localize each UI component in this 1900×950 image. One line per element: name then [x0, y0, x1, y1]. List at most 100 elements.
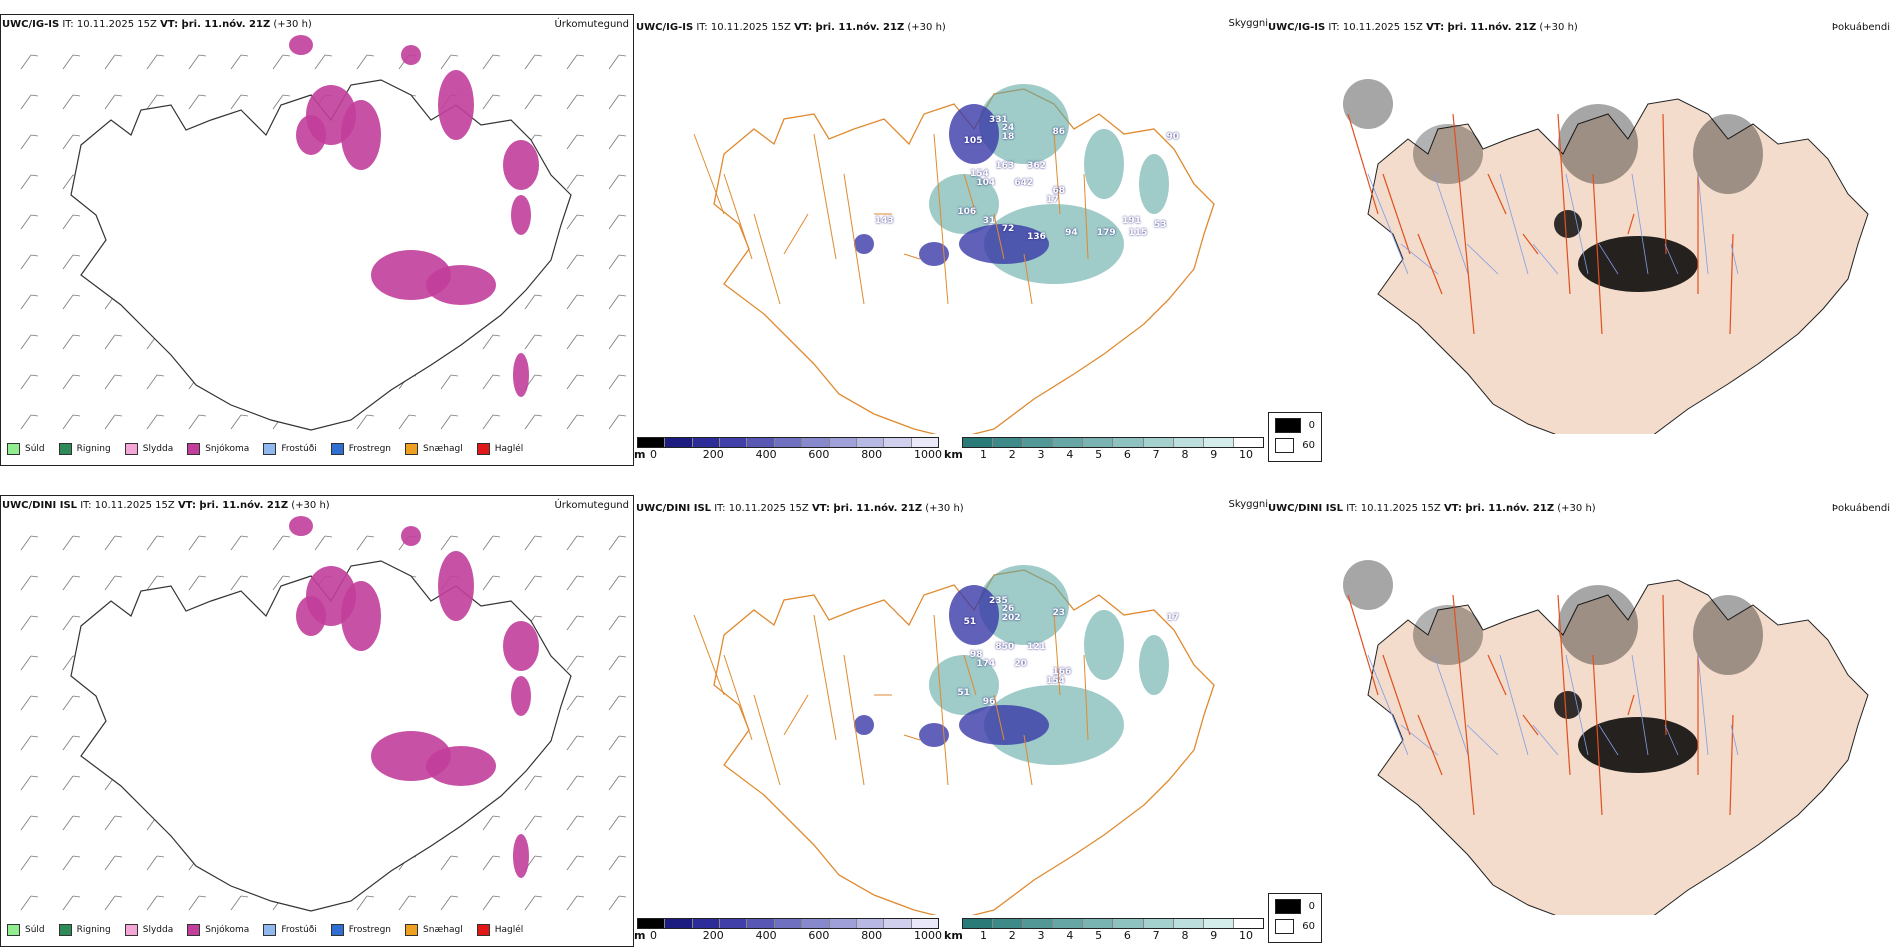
barb-flag — [114, 374, 123, 377]
snow-depth-label: 24 — [1001, 123, 1015, 134]
colorbar-cell — [720, 919, 748, 928]
barb-flag — [492, 374, 501, 377]
barb-flag — [72, 575, 81, 578]
wind-barb-icon — [356, 414, 375, 430]
barb-shaft — [62, 655, 74, 671]
barb-flag — [618, 374, 627, 377]
cloud-legend-swatch — [1275, 919, 1295, 934]
colorbar-cell — [963, 919, 994, 928]
barb-flag — [492, 895, 501, 898]
barb-shaft — [608, 695, 620, 711]
scale-tick-label: 6 — [1123, 448, 1131, 461]
barb-shaft — [566, 174, 578, 190]
barb-shaft — [524, 334, 536, 350]
colorbar-cell — [1143, 438, 1174, 447]
snow-teal-area — [1139, 154, 1169, 214]
river-line — [1598, 724, 1619, 756]
barb-flag — [30, 575, 39, 578]
barb-flag — [72, 214, 81, 217]
barb-flag — [576, 855, 585, 858]
colorbar-cell — [911, 919, 938, 928]
snow-teal-area — [1084, 610, 1124, 680]
snow-panel-row2: UWC/DINI ISL IT: 10.11.2025 15Z VT: þri.… — [634, 495, 1268, 947]
snow-teal-area — [979, 84, 1069, 164]
cloud-legend-swatch — [1275, 438, 1295, 453]
cloud-panel-row1: UWC/IG-IS IT: 10.11.2025 15Z VT: þri. 11… — [1268, 14, 1900, 466]
barb-shaft — [566, 735, 578, 751]
barb-shaft — [482, 575, 494, 591]
barb-shaft — [20, 54, 32, 70]
colorbar-cell — [747, 919, 775, 928]
wind-barb-icon — [482, 414, 501, 430]
panel-header: UWC/IG-IS IT: 10.11.2025 15Z VT: þri. 11… — [1268, 22, 1578, 33]
snow-depth-label: 51 — [957, 688, 970, 699]
colorbar-cell — [993, 438, 1024, 447]
wind-barb-icon — [566, 615, 585, 631]
legend-swatch — [7, 924, 20, 936]
barb-shaft — [62, 695, 74, 711]
wind-barb-icon — [188, 414, 207, 430]
barb-flag — [618, 815, 627, 818]
wind-barb-icon — [440, 54, 459, 70]
colorbar-cell — [774, 919, 803, 928]
road-line — [1023, 734, 1033, 786]
colorbar-cell — [1053, 919, 1084, 928]
barb-flag — [240, 575, 249, 578]
legend-item: Súld — [7, 443, 45, 455]
snow-teal-area — [1084, 129, 1124, 199]
scale-tick-label: 0 — [650, 448, 657, 461]
wind-barb-icon — [482, 815, 501, 831]
wind-barb-icon — [524, 775, 543, 791]
snow-depth-label: 20 — [1014, 658, 1027, 669]
legend-item: Haglél — [476, 924, 523, 936]
barb-flag — [198, 94, 207, 97]
barb-flag — [576, 334, 585, 337]
barb-flag — [198, 535, 207, 538]
fog-area — [1558, 585, 1638, 665]
barb-flag — [114, 535, 123, 538]
scale-tick-label: 8 — [1181, 448, 1189, 461]
scale-tick-label: 7 — [1152, 448, 1160, 461]
wind-barb-icon — [482, 54, 501, 70]
barb-shaft — [62, 735, 74, 751]
road-line — [1627, 694, 1635, 716]
barb-flag — [72, 374, 81, 377]
barb-flag — [492, 54, 501, 57]
wind-barb-icon — [20, 94, 39, 110]
wind-barb-icon — [62, 54, 81, 70]
wind-barb-icon — [146, 855, 165, 871]
barb-shaft — [62, 294, 74, 310]
barb-shaft — [440, 54, 452, 70]
wind-barb-icon — [188, 94, 207, 110]
fog-area — [1413, 124, 1483, 184]
barb-flag — [576, 775, 585, 778]
barb-flag — [576, 134, 585, 137]
barb-flag — [618, 855, 627, 858]
wind-barb-icon — [566, 815, 585, 831]
barb-shaft — [566, 775, 578, 791]
wind-barb-icon — [62, 575, 81, 591]
barb-shaft — [20, 695, 32, 711]
legend-label: Snæhagl — [423, 444, 463, 454]
snow-deep-area — [854, 234, 874, 254]
cloud-legend-item: 0 — [1275, 899, 1315, 914]
legend-swatch — [263, 924, 277, 936]
colorbar-cell — [993, 919, 1024, 928]
barb-flag — [576, 735, 585, 738]
wind-barb-icon — [566, 254, 585, 270]
road-line — [783, 694, 809, 736]
barb-flag — [534, 575, 543, 578]
barb-flag — [576, 174, 585, 177]
legend-label: Frostregn — [348, 444, 392, 454]
snow-depth-label: 163 — [995, 161, 1015, 171]
snow-depth-label: 68 — [1052, 186, 1065, 197]
wind-barb-icon — [62, 374, 81, 390]
scale-tick-label: 0 — [650, 929, 657, 942]
wind-barb-icon — [608, 134, 627, 150]
barb-shaft — [62, 254, 74, 270]
road-line — [1053, 614, 1061, 696]
barb-flag — [156, 535, 165, 538]
cloud-legend-item: 60 — [1275, 919, 1315, 934]
legend-label: Rigning — [76, 925, 111, 935]
barb-flag — [492, 815, 501, 818]
